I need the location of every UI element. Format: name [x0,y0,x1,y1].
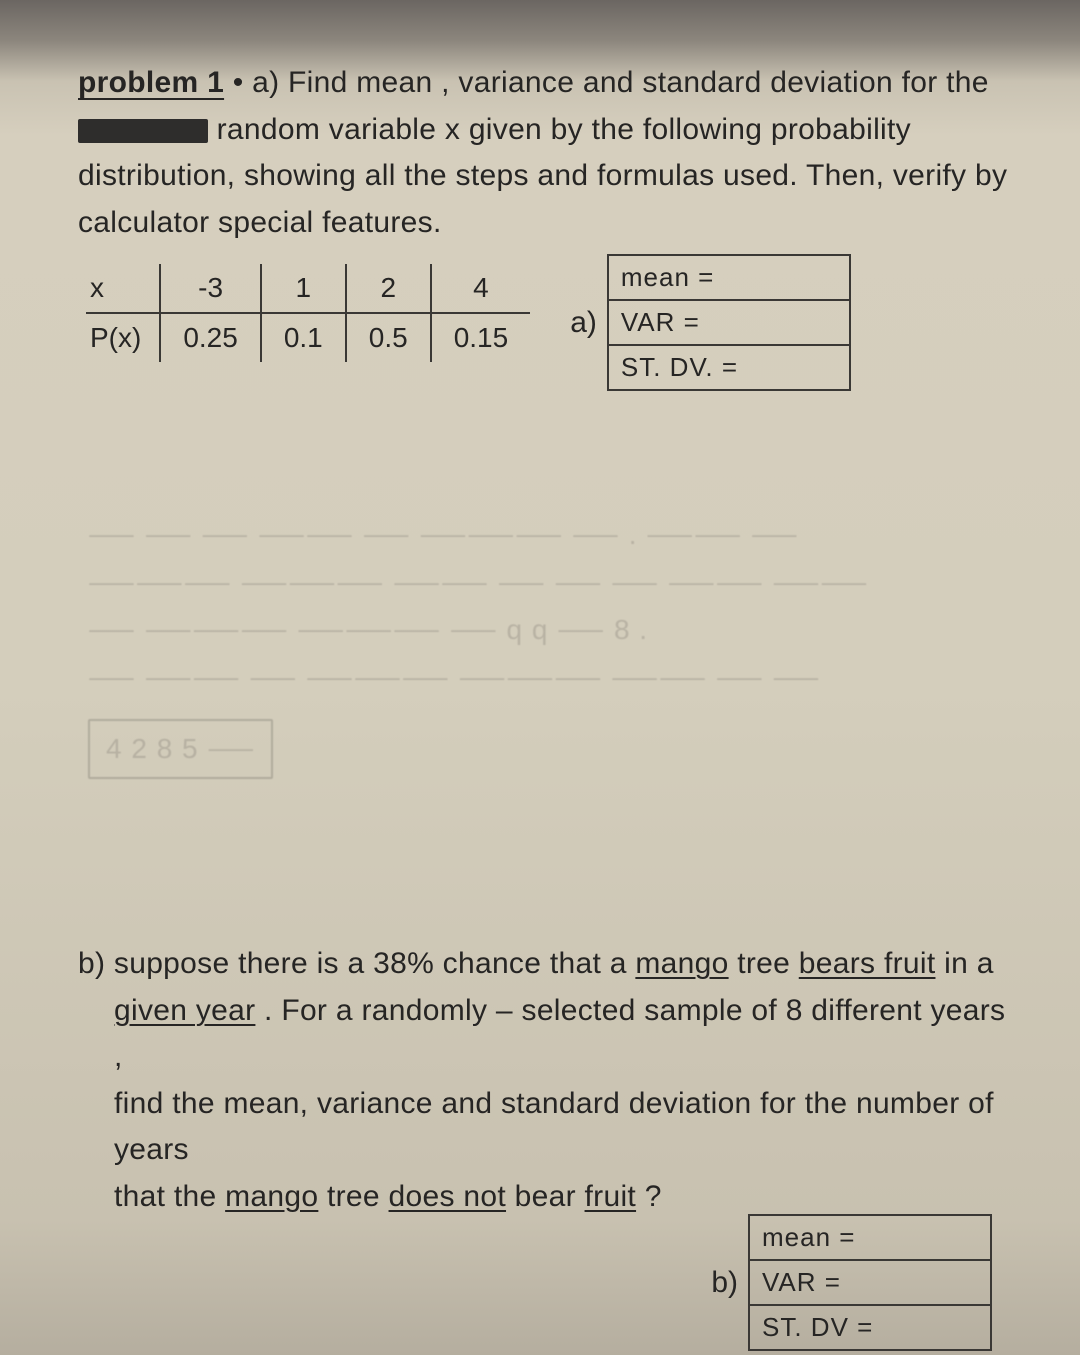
text: in a [935,947,993,980]
line-1: problem 1 • a) Find mean , variance and … [78,60,1022,107]
answer-a-mean: mean = [609,256,849,299]
underline-fruit: fruit [585,1180,637,1213]
part-b-block: b) suppose there is a 38% chance that a … [78,941,1022,1220]
ghost-region: ⸺ ⸺ ⸺ ⸺⸺ ⸺ ⸺⸺⸺ ⸺ . ⸺⸺ ⸺ ⸺⸺⸺ ⸺⸺⸺ ⸺⸺ ⸺ ⸺ ⸺… [78,391,1022,941]
table-cell: 0.5 [345,314,430,362]
answer-a-holder: a) mean = VAR = ST. DV. = [570,254,851,391]
table-cell: 0.15 [430,314,531,362]
answer-b-mean: mean = [750,1216,990,1259]
ghost-box: 4 2 8 5 ⸺ [88,719,273,779]
table-cell: 0.1 [260,314,345,362]
table-cell-px: P(x) [86,314,159,362]
line-1-text: • a) Find mean , variance and standard d… [224,66,989,99]
answer-box-b: mean = VAR = ST. DV = [748,1214,992,1351]
table-cell: 4 [430,264,531,314]
answer-a-var: VAR = [609,299,849,344]
table-cell: 0.25 [159,314,260,362]
problem-heading-block: problem 1 • a) Find mean , variance and … [78,60,1022,246]
ghost-line: ⸺ ⸺⸺ ⸺ ⸺⸺⸺ ⸺⸺⸺ ⸺⸺ ⸺ ⸺ [88,654,1022,702]
table-cell-x: x [86,264,159,314]
ghost-box-holder: 4 2 8 5 ⸺ [88,719,1022,779]
table-cell: -3 [159,264,260,314]
answer-b-holder: b) mean = VAR = ST. DV = [711,1214,992,1351]
underline-mango-2: mango [225,1180,318,1213]
line-2: random variable x given by the following… [78,107,1022,154]
redacted-block [78,119,208,143]
part-b-line-2: given year . For a randomly – selected s… [78,988,1022,1081]
table-cell: 2 [345,264,430,314]
part-b-line-3: find the mean, variance and standard dev… [78,1081,1022,1174]
text: tree [729,947,799,980]
text: that the [114,1180,225,1213]
underline-bears-fruit: bears fruit [799,947,936,980]
underline-given-year: given year [114,994,255,1027]
answer-b-var: VAR = [750,1259,990,1304]
line-2-text: random variable x given by the following… [208,113,911,146]
underline-mango: mango [635,947,728,980]
ghost-line: ⸺ ⸺ ⸺ ⸺⸺ ⸺ ⸺⸺⸺ ⸺ . ⸺⸺ ⸺ [88,511,1022,559]
line-4: calculator special features. [78,200,1022,247]
answer-a-label: a) [570,306,597,340]
answer-box-a: mean = VAR = ST. DV. = [607,254,851,391]
part-b-line-1: b) suppose there is a 38% chance that a … [78,941,1022,988]
answer-a-stdv: ST. DV. = [609,344,849,389]
answer-b-stdv: ST. DV = [750,1304,990,1349]
text: b) suppose there is a 38% chance that a [78,947,635,980]
ghost-line: ⸺⸺⸺ ⸺⸺⸺ ⸺⸺ ⸺ ⸺ ⸺ ⸺⸺ ⸺⸺ [88,559,1022,607]
text: tree [318,1180,388,1213]
distribution-table: x -3 1 2 4 P(x) 0.25 0.1 0.5 0.15 [86,264,530,362]
page: problem 1 • a) Find mean , variance and … [0,0,1080,1355]
table-and-answer-a: x -3 1 2 4 P(x) 0.25 0.1 0.5 0.15 a) mea… [78,246,1022,391]
text: bear [506,1180,585,1213]
table-cell: 1 [260,264,345,314]
text: ? [636,1180,662,1213]
answer-b-label: b) [711,1266,738,1300]
underline-does-not: does not [389,1180,507,1213]
line-3: distribution, showing all the steps and … [78,153,1022,200]
problem-title: problem 1 [78,66,224,99]
ghost-line: ⸺ ⸺⸺⸺ ⸺⸺⸺ ⸺ q q ⸺ 8 . [88,606,1022,654]
